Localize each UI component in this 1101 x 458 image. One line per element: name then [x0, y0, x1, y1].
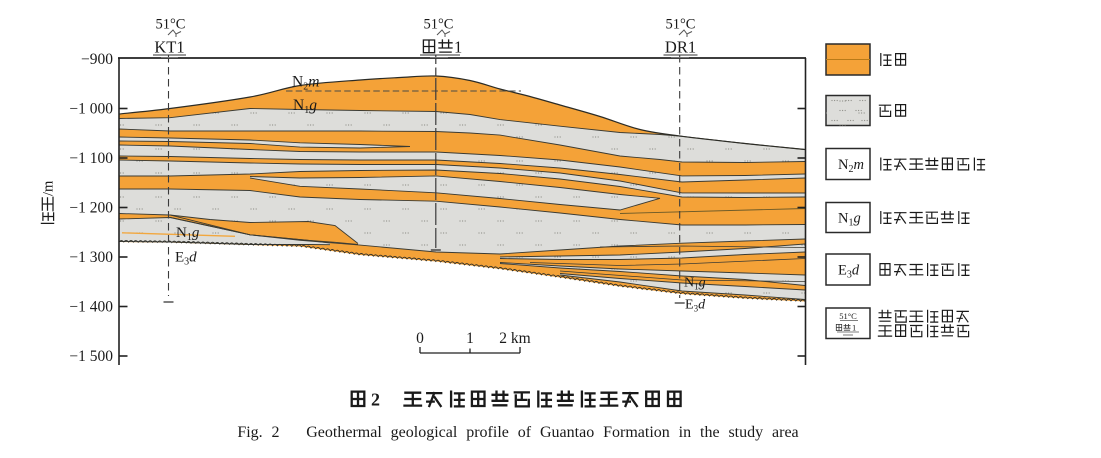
svg-text:2: 2 [371, 390, 380, 410]
svg-text:E3d: E3d [685, 298, 706, 314]
svg-text:−1 100: −1 100 [69, 150, 113, 167]
svg-text:−1 300: −1 300 [69, 249, 113, 266]
svg-text:N2m: N2m [292, 74, 319, 93]
svg-text:N1g: N1g [684, 276, 706, 292]
svg-text:E3d: E3d [175, 250, 197, 268]
svg-text:KT1: KT1 [154, 38, 184, 57]
svg-text:N2m: N2m [838, 157, 864, 175]
svg-text:DR1: DR1 [665, 38, 696, 57]
svg-text:−1 200: −1 200 [69, 200, 113, 217]
svg-text:51°C: 51°C [666, 17, 696, 33]
svg-text:N1g: N1g [838, 211, 861, 229]
svg-text:/m: /m [41, 180, 57, 196]
svg-text:2 km: 2 km [499, 330, 530, 347]
svg-text:1: 1 [454, 38, 462, 57]
svg-text:51°C: 51°C [424, 17, 454, 33]
svg-text:−1 500: −1 500 [69, 348, 113, 365]
svg-text:51°C: 51°C [839, 311, 857, 321]
svg-text:1: 1 [852, 323, 856, 333]
svg-text:1: 1 [466, 330, 474, 347]
svg-text:−1 400: −1 400 [69, 299, 113, 316]
svg-text:N1g: N1g [176, 225, 200, 243]
svg-text:−900: −900 [81, 51, 113, 68]
svg-text:51°C: 51°C [156, 17, 186, 33]
svg-text:−1 000: −1 000 [69, 101, 113, 118]
svg-text:E3d: E3d [838, 263, 860, 281]
svg-text:N1g: N1g [293, 97, 317, 116]
svg-text:Fig. 2 Geothermal geological: Fig. 2 Geothermal geological profile of … [237, 424, 798, 441]
svg-text:0: 0 [416, 330, 424, 347]
